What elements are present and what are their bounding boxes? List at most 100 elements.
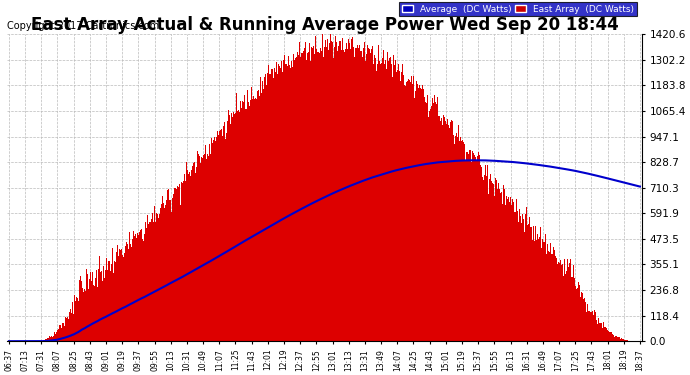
Bar: [602, 322, 604, 341]
Bar: [444, 121, 446, 341]
Bar: [576, 289, 578, 341]
Bar: [570, 259, 571, 341]
Bar: [79, 292, 81, 341]
Bar: [257, 92, 258, 341]
Bar: [357, 45, 358, 341]
Bar: [153, 222, 154, 341]
Bar: [218, 135, 219, 341]
Bar: [68, 319, 69, 341]
Bar: [301, 53, 302, 341]
Bar: [90, 272, 91, 341]
Bar: [364, 42, 365, 341]
Bar: [477, 156, 478, 341]
Bar: [531, 234, 533, 341]
Bar: [108, 257, 110, 341]
Bar: [185, 181, 186, 341]
Bar: [546, 254, 547, 341]
Bar: [315, 48, 317, 341]
Bar: [342, 38, 343, 341]
Bar: [428, 117, 429, 341]
Bar: [264, 77, 265, 341]
Bar: [63, 326, 65, 341]
Bar: [589, 312, 591, 341]
Bar: [246, 108, 247, 341]
Bar: [189, 172, 190, 341]
Bar: [479, 154, 480, 341]
Bar: [194, 162, 195, 341]
Bar: [265, 74, 266, 341]
Bar: [82, 288, 83, 341]
Bar: [622, 339, 623, 341]
Bar: [381, 61, 382, 341]
Bar: [70, 309, 71, 341]
Bar: [142, 239, 143, 341]
Bar: [166, 200, 168, 341]
Bar: [287, 66, 288, 341]
Bar: [100, 272, 101, 341]
Bar: [225, 139, 226, 341]
Bar: [380, 64, 381, 341]
Bar: [181, 182, 182, 341]
Bar: [50, 336, 52, 341]
Bar: [425, 102, 426, 341]
Bar: [360, 51, 362, 341]
Bar: [617, 337, 618, 341]
Bar: [487, 165, 488, 341]
Bar: [442, 124, 443, 341]
Bar: [604, 327, 605, 341]
Bar: [455, 136, 456, 341]
Bar: [215, 130, 217, 341]
Bar: [452, 121, 453, 341]
Bar: [221, 136, 223, 341]
Bar: [376, 71, 377, 341]
Bar: [527, 225, 528, 341]
Bar: [85, 291, 86, 341]
Bar: [400, 81, 401, 341]
Bar: [426, 104, 427, 341]
Bar: [598, 318, 599, 341]
Bar: [135, 234, 136, 341]
Bar: [114, 261, 115, 341]
Bar: [118, 256, 119, 341]
Bar: [499, 189, 500, 341]
Bar: [159, 214, 160, 341]
Bar: [431, 122, 433, 341]
Bar: [420, 88, 421, 341]
Bar: [170, 200, 171, 341]
Bar: [291, 61, 292, 341]
Bar: [228, 110, 229, 341]
Bar: [76, 297, 77, 341]
Bar: [140, 230, 141, 341]
Bar: [224, 122, 225, 341]
Bar: [172, 199, 173, 341]
Bar: [86, 270, 87, 341]
Bar: [396, 72, 397, 341]
Bar: [252, 103, 253, 341]
Bar: [506, 196, 507, 341]
Bar: [143, 241, 144, 341]
Bar: [306, 60, 307, 341]
Title: East Array Actual & Running Average Power Wed Sep 20 18:44: East Array Actual & Running Average Powe…: [30, 16, 618, 34]
Bar: [484, 175, 485, 341]
Bar: [324, 47, 325, 341]
Bar: [126, 242, 127, 341]
Bar: [498, 183, 499, 341]
Bar: [256, 99, 257, 341]
Bar: [207, 154, 208, 341]
Bar: [125, 246, 126, 341]
Bar: [557, 264, 558, 341]
Bar: [89, 279, 90, 341]
Bar: [544, 234, 546, 341]
Bar: [160, 208, 161, 341]
Bar: [62, 323, 63, 341]
Bar: [509, 202, 510, 341]
Bar: [295, 58, 297, 341]
Bar: [236, 93, 237, 341]
Bar: [440, 121, 441, 341]
Bar: [354, 57, 355, 341]
Bar: [430, 110, 431, 341]
Bar: [163, 203, 164, 341]
Bar: [263, 89, 264, 341]
Bar: [57, 330, 58, 341]
Bar: [278, 64, 279, 341]
